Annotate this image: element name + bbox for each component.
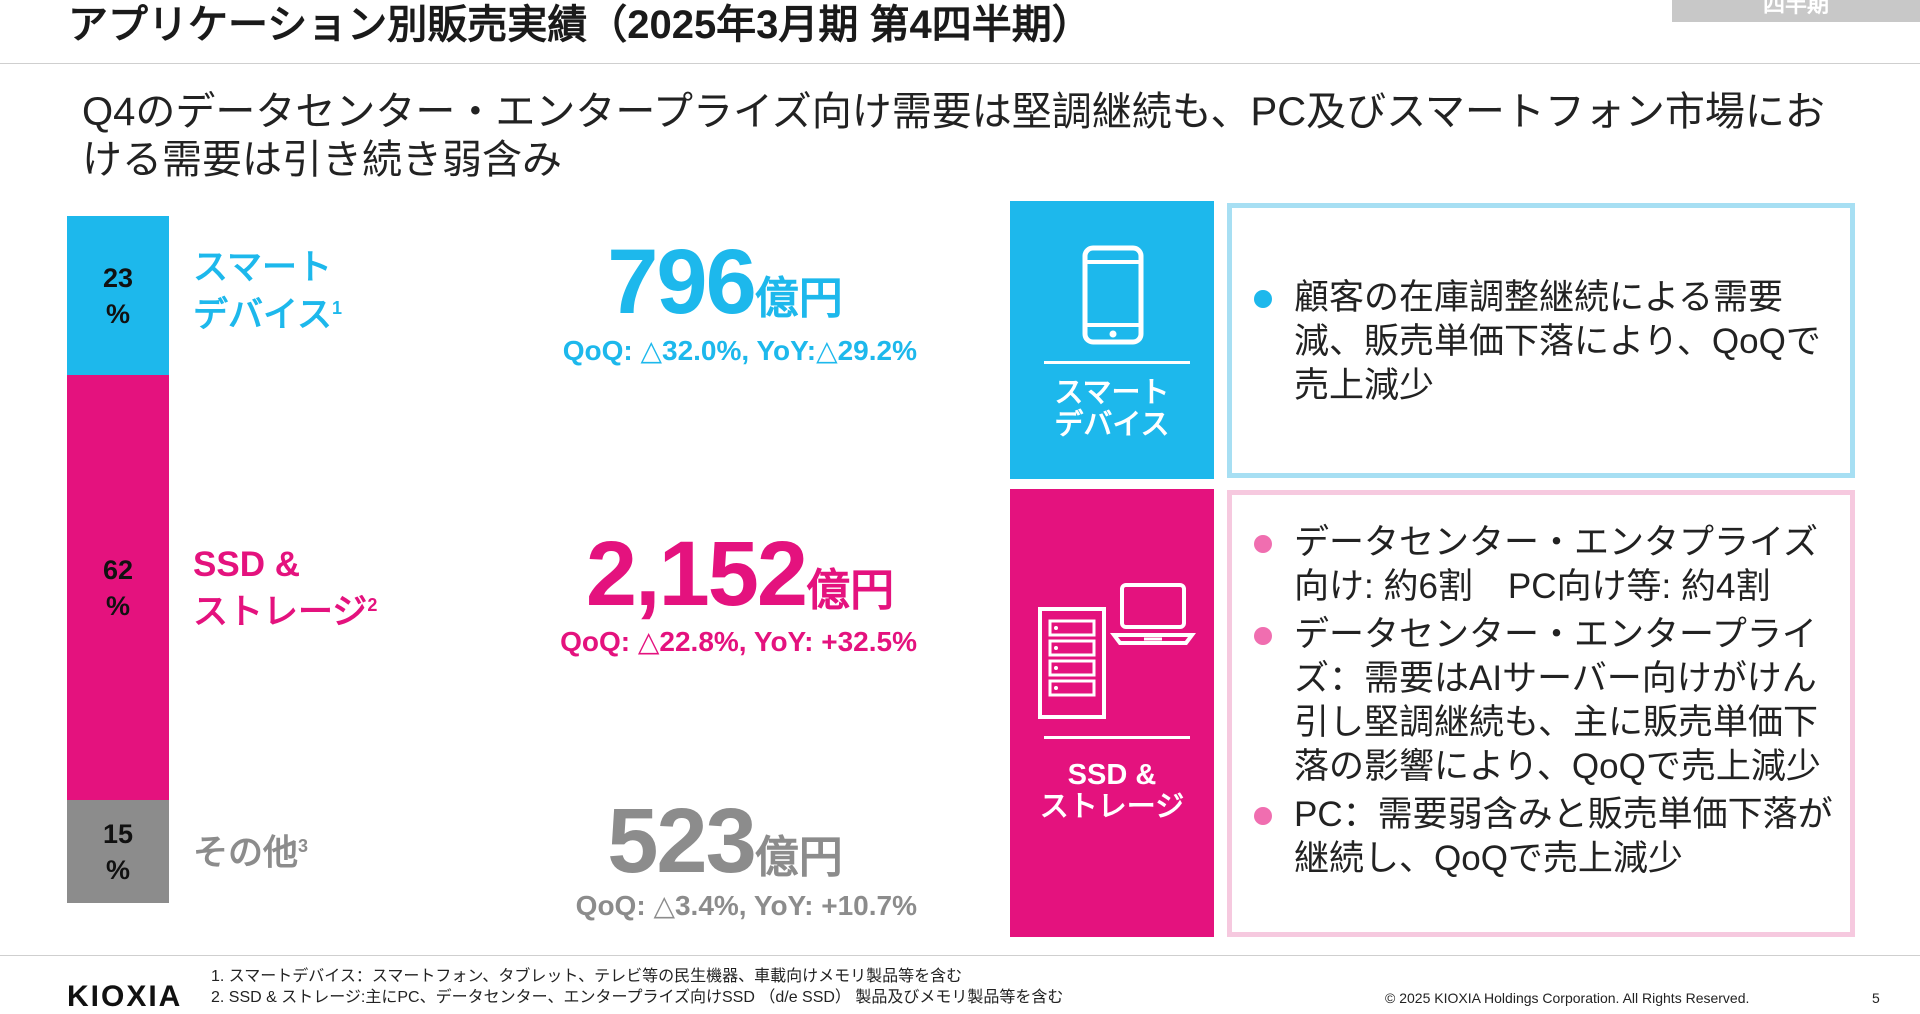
growth-ssd-storage: QoQ: △22.8%, YoY: +32.5% — [560, 626, 917, 657]
bullet-text: データセンター・エンタプライズ向け: 約6割 PC向け等: 約4割 — [1294, 523, 1818, 606]
segment-label-line: その他 — [193, 833, 299, 873]
panel-content-ssd-storage: データセンター・エンタプライズ向け: 約6割 PC向け等: 約4割 データセンタ… — [1227, 490, 1855, 937]
panel-header-label-line: SSD & — [1067, 759, 1157, 791]
footnote-marker: 1 — [331, 298, 342, 318]
bullet-list: データセンター・エンタプライズ向け: 約6割 PC向け等: 約4割 データセンタ… — [1254, 521, 1840, 885]
share-bar-smart-devices: 23 % — [67, 216, 169, 375]
bullet-item: データセンター・エンタプライズ向け: 約6割 PC向け等: 約4割 — [1254, 521, 1840, 609]
copyright: © 2025 KIOXIA Holdings Corporation. All … — [1385, 990, 1750, 1006]
amount-unit: 億円 — [806, 566, 895, 615]
share-value: 62 — [102, 554, 134, 585]
amount-smart-devices: 796億円 — [560, 236, 890, 328]
kioxia-logo: KIOXIA — [67, 980, 183, 1013]
segment-label-line: ストレージ — [193, 592, 368, 632]
segment-label-line: デバイス — [193, 295, 332, 335]
panel-content-smart-devices: 顧客の在庫調整継続による需要減、販売単価下落により、QoQで売上減少 — [1227, 203, 1855, 478]
footnote-marker: 2 — [367, 595, 378, 615]
growth-other: QoQ: △3.4%, YoY: +10.7% — [575, 890, 917, 921]
panel-header-label: スマート デバイス — [1010, 377, 1214, 441]
bullet-icon — [1254, 290, 1272, 308]
smartphone-icon — [1082, 245, 1144, 345]
header-divider — [0, 63, 1920, 64]
panel-header-ssd-storage: SSD & ストレージ — [1010, 489, 1214, 937]
bullet-list: 顧客の在庫調整継続による需要減、販売単価下落により、QoQで売上減少 — [1254, 276, 1840, 412]
amount-unit: 億円 — [754, 833, 843, 882]
share-unit: % — [105, 854, 130, 885]
bullet-icon — [1254, 535, 1272, 553]
amount-value: 796 — [607, 231, 756, 333]
panel-divider — [1044, 736, 1190, 739]
amount-other: 523億円 — [560, 795, 890, 887]
panel-header-smart-devices: スマート デバイス — [1010, 201, 1214, 479]
bullet-item: 顧客の在庫調整継続による需要減、販売単価下落により、QoQで売上減少 — [1254, 276, 1840, 408]
panel-header-label-line: スマート — [1054, 377, 1170, 409]
share-value: 23 — [102, 262, 134, 293]
growth-smart-devices: QoQ: △32.0%, YoY:△29.2% — [562, 335, 917, 366]
bullet-icon — [1254, 807, 1272, 825]
bullet-item: データセンター・エンタープライズ：需要はAIサーバー向けがけん引し堅調継続も、主… — [1254, 613, 1840, 789]
segment-label-ssd-storage: SSD & ストレージ2 — [193, 545, 377, 633]
amount-value: 2,152 — [585, 523, 808, 625]
panel-divider — [1044, 361, 1190, 364]
segment-label-line: SSD & — [193, 545, 300, 584]
page-title: アプリケーション別販売実績（2025年3月期 第4四半期） — [68, 3, 1092, 47]
bullet-icon — [1254, 627, 1272, 645]
panel-header-label-line: デバイス — [1054, 409, 1170, 441]
bullet-text: データセンター・エンタープライズ：需要はAIサーバー向けがけん引し堅調継続も、主… — [1294, 615, 1821, 786]
footnote-marker: 3 — [298, 836, 309, 856]
amount-ssd-storage: 2,152億円 — [520, 528, 960, 620]
footer-divider — [0, 955, 1920, 956]
segment-label-other: その他3 — [193, 826, 308, 874]
share-unit: % — [105, 590, 130, 621]
amount-value: 523 — [607, 790, 756, 892]
bullet-text: PC：需要弱含みと販売単価下落が継続し、QoQで売上減少 — [1294, 795, 1833, 878]
panel-header-label-line: ストレージ — [1039, 791, 1185, 823]
period-tag: 四半期 — [1672, 0, 1920, 22]
amount-unit: 億円 — [754, 274, 843, 323]
segment-label-line: スマート — [193, 248, 332, 287]
segment-label-smart-devices: スマート デバイス1 — [193, 248, 342, 336]
footnote-2: 2. SSD & ストレージ:主にPC、データセンター、エンタープライズ向けSS… — [211, 989, 1064, 1006]
laptop-and-server-icon — [1038, 583, 1196, 719]
share-value: 15 — [102, 818, 134, 849]
share-bar-other: 15 % — [67, 800, 169, 903]
bullet-item: PC：需要弱含みと販売単価下落が継続し、QoQで売上減少 — [1254, 793, 1840, 881]
panel-header-label: SSD & ストレージ — [1010, 759, 1214, 823]
share-unit: % — [105, 298, 130, 329]
headline: Q4のデータセンター・エンタープライズ向け需要は堅調継続も、PC及びスマートフォ… — [82, 90, 1825, 182]
footnote-1: 1. スマートデバイス：スマートフォン、タブレット、テレビ等の民生機器、車載向け… — [211, 968, 963, 985]
share-bar-ssd-storage: 62 % — [67, 375, 169, 800]
bullet-text: 顧客の在庫調整継続による需要減、販売単価下落により、QoQで売上減少 — [1294, 278, 1821, 405]
page-number: 5 — [1872, 990, 1880, 1006]
